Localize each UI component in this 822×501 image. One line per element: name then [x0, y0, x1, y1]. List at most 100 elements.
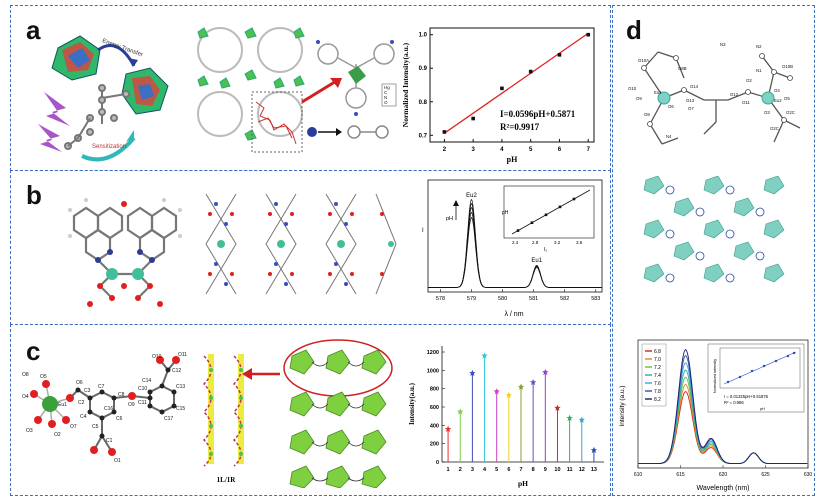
panel-b-peak-eu2: Eu2	[466, 193, 477, 199]
atom-o7: O7	[70, 424, 77, 430]
atom-c10: C10	[138, 386, 147, 392]
atom-o3: O3	[26, 428, 33, 434]
panel-b-inset-ylabel: pH	[502, 210, 509, 216]
panel-c-ytick-label: 1000	[427, 368, 439, 374]
atom-o7: O7	[688, 106, 694, 111]
panel-c-bar-marker	[554, 404, 561, 411]
panel-c-xtick-label: 7	[519, 467, 522, 473]
panel-c-xtick-label: 4	[483, 467, 487, 473]
atom-o2: O2	[746, 78, 752, 83]
atom-o11: O11	[178, 352, 187, 358]
inset-xtick-1: 2.4	[512, 240, 519, 245]
panel-c-ytick-label: 1200	[427, 350, 439, 356]
panel-c-bar-marker	[481, 352, 488, 359]
panel-b-inset-xlabel: I₂	[544, 247, 547, 253]
panel-d-frame	[612, 5, 815, 496]
panel-d-inset-frame	[719, 347, 801, 389]
panel-d-inset	[707, 343, 805, 413]
panel-c-xtick-label: 8	[532, 467, 535, 473]
panel-b-arrow-label: pH	[446, 216, 453, 222]
panel-a-xlabel: pH	[507, 155, 518, 164]
atom-c16: C16	[104, 406, 113, 412]
panel-d-legend-label: 7.0	[654, 357, 661, 363]
panel-a-xtick-label: 7	[587, 147, 591, 153]
panel-c-ytick-label: 200	[430, 442, 439, 448]
atom-o6: O6	[76, 380, 83, 386]
panel-d-xtick-label: 610	[634, 472, 643, 478]
panel-d-xtick-label: 625	[761, 472, 770, 478]
atom-o9: O9	[636, 96, 642, 101]
atom-o8: O8	[644, 112, 650, 117]
panel-d-ylabel: Intensity (a.u.)	[619, 385, 626, 426]
panel-d-inset-xlabel: pH	[760, 407, 765, 411]
panel-d-label: d	[626, 15, 642, 45]
atom-o10: O10	[152, 354, 162, 360]
eu1-atom	[42, 396, 58, 412]
panel-c-xtick-label: 11	[567, 467, 573, 473]
atom-o2: O2	[54, 432, 61, 438]
panel-a-ytick-label: 0.9	[419, 66, 428, 72]
panel-d-inset-equation: I = 0.01325pH+0.61876	[724, 394, 769, 399]
atom-c13: C13	[176, 384, 185, 390]
panel-c-xtick-label: 6	[507, 467, 510, 473]
panel-a-data-point	[471, 116, 475, 121]
panel-c-xtick-label: 2	[459, 467, 462, 473]
atom-n4: N4	[666, 134, 672, 139]
atom-o5: O5	[40, 374, 47, 380]
legend-atom-n: N	[384, 95, 387, 100]
atom-n2: N2	[756, 44, 762, 49]
panel-d-inset-point	[774, 359, 778, 363]
inset-xtick-3: 3.2	[554, 240, 561, 245]
panel-d-xtick-label: 615	[676, 472, 685, 478]
panel-d-inset-point	[726, 380, 730, 384]
panel-d-legend-label: 8.2	[654, 397, 661, 403]
panel-c-xlabel: pH	[518, 479, 528, 488]
panel-a-xtick-label: 2	[443, 147, 447, 153]
panel-b-xtick-label: 580	[498, 296, 507, 302]
panel-d-legend-label: 7.8	[654, 389, 661, 395]
panel-a-xtick-label: 6	[558, 147, 562, 153]
atom-o4: O4	[774, 88, 780, 93]
atom-n1: N1	[756, 68, 762, 73]
panel-c-bar-marker	[457, 408, 464, 415]
panel-a-ytick-label: 0.8	[419, 100, 428, 106]
panel-a-ytick-label: 1.0	[419, 33, 428, 39]
atom-o13: O13	[686, 98, 695, 103]
panel-d-legend-label: 6.8	[654, 349, 661, 355]
panel-c-bar-marker	[529, 379, 537, 386]
panel-d-inset-point	[792, 351, 796, 355]
panel-c-xtick-label: 13	[591, 467, 597, 473]
eu-polyhedron-right	[121, 67, 169, 115]
panel-a-r2: R²=0.9917	[500, 122, 540, 132]
eu1-atom-d	[657, 91, 671, 105]
panel-b-inset-point	[544, 213, 548, 217]
panel-a-framework	[197, 27, 305, 153]
panel-c-bar-marker	[469, 369, 476, 377]
panel-a-data-point	[500, 86, 504, 91]
atom-o8: O8	[22, 372, 29, 378]
atom-eu2-d: Eu2	[774, 98, 782, 103]
atom-o10a: O10A	[638, 58, 649, 63]
panel-c-xtick-label: 9	[544, 467, 547, 473]
panel-a-data-point	[528, 69, 533, 74]
panel-c-frame	[10, 324, 611, 496]
atom-o4: O4	[22, 394, 29, 400]
panel-c-molecule: O8 O5 O4 Eu1 O3 O2 O7 O6 C2 C3 C4 C5 C6 …	[22, 352, 187, 464]
atom-c15: C15	[176, 406, 185, 412]
atom-c5: C5	[92, 424, 99, 430]
panel-c-ytick-label: 800	[430, 387, 439, 393]
panel-a-arrow-ligand: Hg C N O	[301, 40, 397, 139]
panel-a-chart: 0.7 0.8 0.9 1.0 2 3 4 5 6 7 Normalized Intensity…	[402, 27, 595, 164]
panel-b-xtick-label: 579	[467, 296, 476, 302]
panel-b-xlabel: λ / nm	[504, 311, 523, 318]
panel-c-ylabel: Intensity(a.u.)	[408, 382, 416, 425]
atom-o10: O10	[628, 86, 637, 91]
atom-eu1: Eu1	[58, 402, 67, 408]
atom-eu1-d: Eu1	[654, 90, 662, 95]
panel-a-ytick-label: 0.7	[419, 133, 428, 139]
inset-xtick-4: 3.6	[576, 240, 583, 245]
atom-c7: C7	[98, 384, 105, 390]
panel-b-inset-point	[530, 221, 534, 224]
panel-b-inset-fit	[511, 189, 591, 235]
